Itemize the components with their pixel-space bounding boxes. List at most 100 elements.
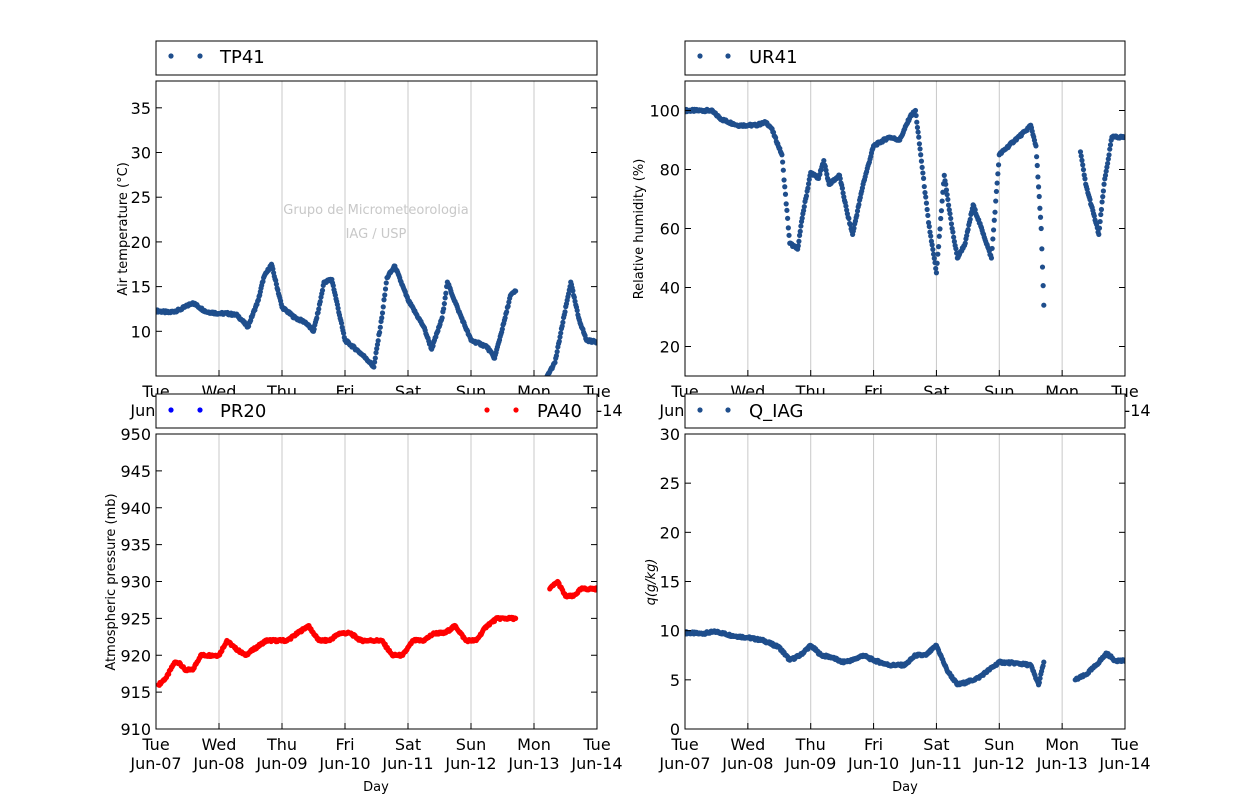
watermark-line1: Grupo de Micrometeorologia	[283, 203, 469, 218]
pressure-legend-label-pa40: PA40	[537, 401, 582, 422]
data-point	[1105, 160, 1111, 167]
y-tick-label: 20	[660, 338, 680, 357]
data-point	[933, 270, 940, 276]
x-tick-date: Jun-07	[658, 754, 710, 773]
y-tick-label: 925	[120, 609, 151, 628]
y-tick-label: 930	[120, 573, 151, 592]
data-point	[935, 251, 941, 257]
pressure-legend-marker-pa40	[513, 407, 519, 413]
temperature-legend-marker	[197, 53, 203, 59]
data-point	[918, 158, 925, 164]
data-point	[1040, 283, 1046, 289]
data-point	[944, 192, 950, 198]
data-point	[800, 207, 807, 214]
y-tick-label: 10	[131, 322, 151, 341]
data-point	[594, 586, 597, 592]
data-point	[938, 215, 944, 222]
y-tick-label: 910	[120, 720, 151, 739]
data-point	[1080, 167, 1087, 173]
x-tick-date: Jun-12	[973, 754, 1025, 773]
x-tick-label: Tue	[141, 735, 169, 754]
data-point	[1037, 214, 1044, 220]
data-point	[914, 124, 921, 131]
y-tick-label: 100	[649, 102, 680, 121]
temperature-plot-frame	[155, 80, 598, 377]
q-gridlines	[747, 434, 1063, 729]
x-tick-label: Sun	[456, 735, 486, 754]
data-point	[379, 315, 385, 321]
data-point	[1097, 218, 1103, 225]
humidity-y-axis-label: Relative humidity (%)	[632, 159, 647, 300]
data-point	[925, 220, 932, 226]
data-point	[371, 359, 378, 365]
data-point	[273, 281, 279, 287]
y-tick-label: 25	[660, 474, 680, 493]
data-point	[1098, 206, 1105, 213]
data-point	[570, 288, 576, 294]
data-point	[798, 223, 804, 229]
x-tick-date: Jun-14	[1098, 754, 1150, 773]
data-point	[994, 180, 1000, 186]
y-tick-label: 60	[660, 220, 680, 239]
data-point	[574, 307, 580, 314]
y-tick-label: 30	[660, 425, 680, 444]
data-point	[936, 233, 942, 239]
data-point	[443, 290, 449, 296]
data-point	[783, 201, 789, 207]
data-point	[928, 233, 934, 239]
x-tick-date: Jun-09	[784, 754, 836, 773]
data-point	[796, 232, 803, 238]
data-point	[920, 170, 926, 176]
data-point	[950, 229, 956, 235]
x-tick-label: Tue	[1110, 735, 1138, 754]
x-tick-date: Jun-13	[1036, 754, 1088, 773]
data-point	[801, 204, 807, 210]
data-point	[560, 319, 566, 325]
data-point	[925, 212, 931, 219]
data-point	[799, 215, 805, 221]
data-point	[779, 152, 785, 158]
data-point	[1103, 168, 1109, 174]
data-point	[920, 175, 927, 181]
data-point	[795, 243, 801, 249]
data-point	[846, 215, 852, 222]
q-y-ticks: 0 5 10 15 20 25 30	[660, 425, 1125, 739]
data-point	[945, 196, 951, 203]
data-point	[1033, 143, 1039, 149]
data-point	[993, 198, 999, 204]
data-point	[951, 238, 957, 245]
data-point	[1102, 172, 1109, 178]
data-point	[930, 246, 936, 253]
y-tick-label: 20	[131, 233, 151, 252]
data-point	[439, 315, 445, 321]
x-tick-date: Jun-07	[129, 754, 181, 773]
data-point	[939, 198, 945, 204]
data-point	[1037, 675, 1043, 681]
data-point	[1041, 302, 1047, 308]
data-point	[914, 119, 920, 125]
y-tick-label: 80	[660, 161, 680, 180]
data-point	[381, 297, 387, 303]
data-point	[1039, 264, 1046, 270]
data-point	[1099, 199, 1105, 205]
humidity-y-ticks: 20 40 60 80 100	[649, 102, 1125, 357]
data-point	[1100, 188, 1106, 194]
data-point	[1082, 176, 1088, 182]
x-tick-label: Sat	[395, 735, 421, 754]
data-point	[316, 306, 322, 312]
data-point	[854, 208, 861, 214]
data-point	[1098, 211, 1104, 218]
data-point	[972, 207, 978, 213]
data-point	[513, 615, 519, 621]
data-point	[935, 244, 942, 250]
x-tick-label: Mon	[1045, 735, 1079, 754]
temperature-legend-box	[155, 40, 598, 76]
data-point	[785, 225, 791, 231]
data-point	[1087, 197, 1093, 203]
data-point	[922, 190, 928, 196]
data-point	[796, 238, 802, 244]
data-point	[1096, 231, 1102, 237]
data-point	[934, 260, 940, 266]
x-tick-date: Jun-14	[570, 754, 622, 773]
